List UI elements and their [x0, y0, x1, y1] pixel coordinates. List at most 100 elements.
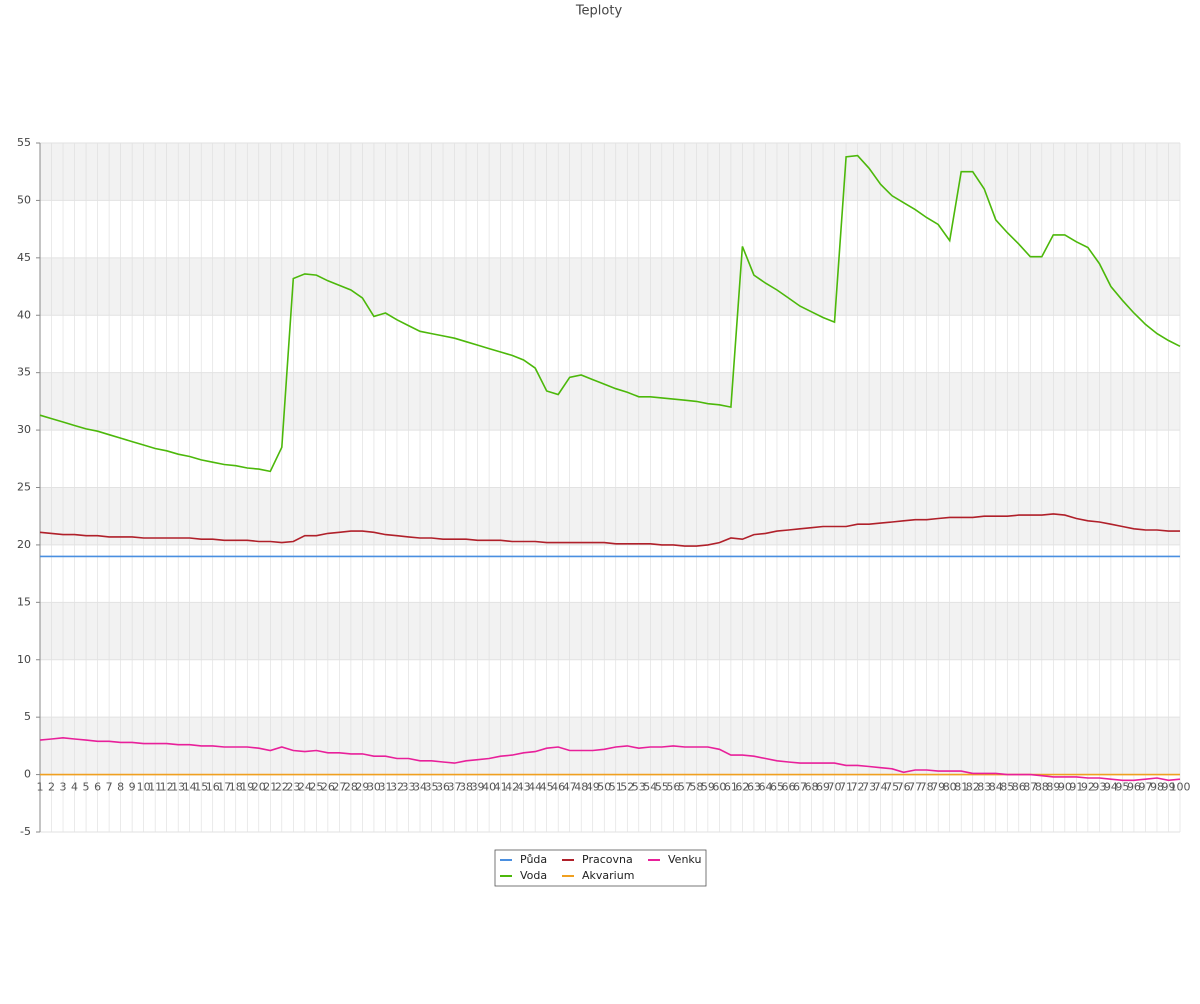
x-tick-label: 23: [286, 781, 300, 794]
x-tick-label: 34: [413, 781, 427, 794]
y-tick-label: 45: [17, 251, 31, 264]
x-tick-label: 50: [597, 781, 611, 794]
grid-band: [40, 257, 1180, 316]
x-tick-label: 55: [655, 781, 669, 794]
y-tick-label: 40: [17, 308, 31, 321]
x-tick-label: 98: [1150, 781, 1164, 794]
y-tick-label: 10: [17, 653, 31, 666]
x-tick-label: 82: [966, 781, 980, 794]
x-tick-label: 26: [321, 781, 335, 794]
x-tick-label: 37: [448, 781, 462, 794]
x-tick-label: 31: [378, 781, 392, 794]
x-tick-label: 8: [117, 781, 124, 794]
x-tick-label: 13: [171, 781, 185, 794]
x-tick-label: 18: [229, 781, 243, 794]
x-tick-label: 57: [678, 781, 692, 794]
x-tick-label: 54: [643, 781, 657, 794]
x-tick-label: 19: [240, 781, 254, 794]
x-tick-label: 33: [401, 781, 415, 794]
x-tick-label: 44: [528, 781, 542, 794]
x-tick-label: 83: [977, 781, 991, 794]
x-tick-label: 56: [666, 781, 680, 794]
x-tick-label: 28: [344, 781, 358, 794]
x-tick-label: 68: [805, 781, 819, 794]
y-tick-label: 35: [17, 366, 31, 379]
x-tick-label: 51: [609, 781, 623, 794]
x-tick-label: 4: [71, 781, 78, 794]
x-tick-label: 81: [954, 781, 968, 794]
grid-band: [40, 717, 1180, 775]
x-tick-label: 99: [1161, 781, 1175, 794]
x-tick-label: 7: [106, 781, 113, 794]
chart-title: Teploty: [575, 4, 623, 19]
x-tick-label: 69: [816, 781, 830, 794]
legend: Půda Voda Pracovna Akvarium Venku: [494, 849, 707, 887]
x-tick-label: 59: [701, 781, 715, 794]
x-tick-label: 41: [494, 781, 508, 794]
y-tick-label: 20: [17, 538, 31, 551]
x-tick-label: 30: [367, 781, 381, 794]
x-tick-label: 96: [1127, 781, 1141, 794]
x-tick-label: 58: [689, 781, 703, 794]
x-tick-label: 67: [793, 781, 807, 794]
x-tick-label: 79: [931, 781, 945, 794]
x-tick-label: 29: [355, 781, 369, 794]
legend-label: Venku: [668, 853, 701, 866]
x-tick-label: 36: [436, 781, 450, 794]
x-tick-label: 94: [1104, 781, 1118, 794]
x-tick-label: 35: [425, 781, 439, 794]
x-tick-label: 1: [37, 781, 44, 794]
x-tick-label: 84: [989, 781, 1003, 794]
x-tick-label: 40: [482, 781, 496, 794]
x-tick-label: 74: [874, 781, 888, 794]
x-tick-label: 76: [897, 781, 911, 794]
x-tick-label: 80: [943, 781, 957, 794]
x-tick-label: 85: [1000, 781, 1014, 794]
x-tick-label: 89: [1046, 781, 1060, 794]
x-tick-label: 100: [1170, 781, 1191, 794]
x-tick-label: 93: [1092, 781, 1106, 794]
x-tick-label: 63: [747, 781, 761, 794]
x-tick-label: 39: [471, 781, 485, 794]
x-tick-label: 48: [574, 781, 588, 794]
x-tick-label: 53: [632, 781, 646, 794]
x-tick-label: 86: [1012, 781, 1026, 794]
y-tick-label: 50: [17, 193, 31, 206]
x-tick-label: 77: [908, 781, 922, 794]
x-tick-label: 15: [194, 781, 208, 794]
x-tick-label: 60: [712, 781, 726, 794]
x-tick-label: 64: [758, 781, 772, 794]
x-tick-label: 2: [48, 781, 55, 794]
grid-band: [40, 602, 1180, 660]
series-line: [39, 154, 1181, 473]
y-tick-label: 15: [17, 595, 31, 608]
x-tick-label: 97: [1138, 781, 1152, 794]
y-tick-label: 55: [17, 136, 31, 149]
x-tick-label: 88: [1035, 781, 1049, 794]
x-tick-label: 25: [309, 781, 323, 794]
x-tick-label: 61: [724, 781, 738, 794]
x-tick-label: 49: [586, 781, 600, 794]
x-tick-label: 62: [735, 781, 749, 794]
x-tick-label: 12: [160, 781, 174, 794]
x-tick-label: 43: [517, 781, 531, 794]
x-tick-label: 90: [1058, 781, 1072, 794]
y-tick-label: 25: [17, 481, 31, 494]
legend-label: Půda: [520, 853, 547, 866]
x-tick-label: 72: [851, 781, 865, 794]
x-tick-label: 47: [563, 781, 577, 794]
x-tick-label: 3: [60, 781, 67, 794]
x-tick-label: 5: [83, 781, 90, 794]
legend-label: Voda: [520, 869, 547, 882]
x-tick-label: 92: [1081, 781, 1095, 794]
grid-band: [40, 372, 1180, 431]
legend-box: [494, 849, 707, 887]
grid-band: [40, 143, 1180, 201]
x-tick-label: 66: [781, 781, 795, 794]
x-tick-label: 27: [332, 781, 346, 794]
x-tick-label: 42: [505, 781, 519, 794]
x-tick-label: 71: [839, 781, 853, 794]
x-tick-label: 9: [129, 781, 136, 794]
